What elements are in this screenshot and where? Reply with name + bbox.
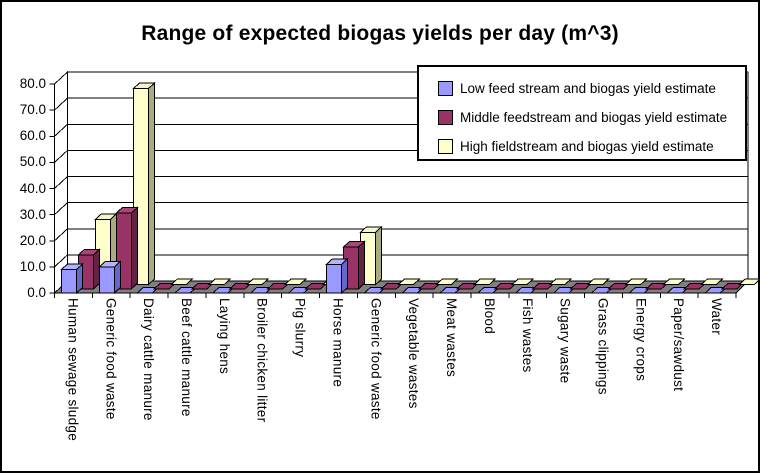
y-axis-tick-label: 60.0 bbox=[19, 128, 46, 144]
category-label: Vegetable wastes bbox=[406, 298, 422, 409]
legend-swatch-icon bbox=[438, 110, 453, 125]
bar-side bbox=[375, 225, 383, 286]
category-label: Blood bbox=[481, 298, 497, 335]
category-label: Water bbox=[709, 298, 725, 336]
bar-top bbox=[98, 260, 122, 268]
category-label: Beef cattle manure bbox=[179, 298, 194, 417]
legend-swatch-icon bbox=[438, 81, 453, 96]
bar-top bbox=[342, 241, 366, 248]
zero-bar-mark bbox=[737, 278, 760, 286]
gridline-slant bbox=[54, 150, 68, 163]
gridline-slant bbox=[54, 123, 68, 137]
y-axis-tick-label: 50.0 bbox=[19, 154, 46, 170]
gridline-slant bbox=[54, 254, 68, 268]
y-axis-tick-label: 70.0 bbox=[19, 102, 46, 118]
category-label: Fish wastes bbox=[519, 298, 535, 373]
zero-bar-mark bbox=[548, 278, 573, 286]
category-label: Meat wastes bbox=[444, 298, 460, 378]
y-axis-tick-label: 20.0 bbox=[19, 232, 46, 248]
category-label: Broiler chicken litter bbox=[254, 298, 270, 423]
gridline-slant bbox=[54, 202, 68, 215]
gridline-slant bbox=[54, 97, 68, 111]
category-label: Paper/sawdust bbox=[671, 298, 687, 392]
chart-title: Range of expected biogas yields per day … bbox=[141, 22, 619, 45]
y-axis-tick-label: 10.0 bbox=[19, 258, 46, 274]
zero-bar-mark bbox=[434, 278, 459, 286]
category-label: Human sewage sludge bbox=[65, 298, 81, 442]
zero-bar-mark bbox=[699, 278, 724, 286]
zero-bar-mark bbox=[397, 278, 421, 286]
gridline-slant bbox=[54, 228, 68, 242]
legend-item: High fieldstream and biogas yield estima… bbox=[438, 132, 745, 161]
legend: Low feed stream and biogas yield estimat… bbox=[417, 65, 747, 161]
zero-bar-mark bbox=[245, 278, 270, 286]
legend-label: High fieldstream and biogas yield estima… bbox=[460, 139, 714, 154]
category-label: Energy crops bbox=[633, 298, 649, 382]
zero-bar-mark bbox=[207, 278, 232, 286]
bar-side bbox=[147, 82, 155, 286]
bar-top bbox=[60, 263, 84, 270]
category-label: Laying hens bbox=[216, 298, 232, 375]
zero-bar-mark bbox=[283, 278, 308, 286]
zero-bar-mark bbox=[624, 278, 648, 286]
gridline-slant bbox=[54, 176, 68, 189]
gridline-slant bbox=[54, 71, 68, 85]
y-axis-tick-label: 40.0 bbox=[19, 180, 46, 196]
bar-front bbox=[326, 263, 343, 294]
bar-side bbox=[93, 248, 100, 290]
bar-side bbox=[130, 206, 138, 290]
category-label: Horse manure bbox=[330, 298, 346, 388]
category-label: Generic food waste bbox=[368, 298, 384, 420]
y-axis-tick-label: 30.0 bbox=[19, 206, 46, 222]
category-label: Dairy cattle manure bbox=[141, 298, 157, 421]
y-axis-tick-label: 80.0 bbox=[19, 76, 46, 91]
bar-side bbox=[358, 240, 366, 290]
category-label: Grass clippings bbox=[595, 298, 611, 395]
legend-label: Low feed stream and biogas yield estimat… bbox=[460, 81, 716, 96]
zero-bar-mark bbox=[472, 278, 497, 286]
bar-top bbox=[325, 258, 349, 265]
legend-item: Low feed stream and biogas yield estimat… bbox=[438, 74, 745, 103]
bar-front bbox=[61, 268, 77, 294]
legend-label: Middle feedstream and biogas yield estim… bbox=[460, 110, 728, 125]
zero-bar-mark bbox=[510, 278, 535, 286]
bar-top bbox=[359, 226, 383, 233]
bar-top bbox=[132, 82, 156, 90]
legend-item: Middle feedstream and biogas yield estim… bbox=[438, 103, 745, 132]
zero-bar-mark bbox=[662, 278, 686, 286]
category-label: Generic food waste bbox=[103, 298, 119, 420]
zero-bar-mark bbox=[169, 278, 194, 286]
bar-top bbox=[115, 207, 139, 214]
category-label: Sugary waste bbox=[557, 298, 573, 384]
zero-bar-mark bbox=[586, 278, 610, 286]
y-axis-tick-label: 0.0 bbox=[27, 285, 46, 300]
bar-top bbox=[77, 248, 101, 256]
category-label: Pig slurry bbox=[292, 298, 308, 358]
legend-swatch-icon bbox=[438, 139, 453, 154]
bar-front bbox=[98, 266, 115, 294]
